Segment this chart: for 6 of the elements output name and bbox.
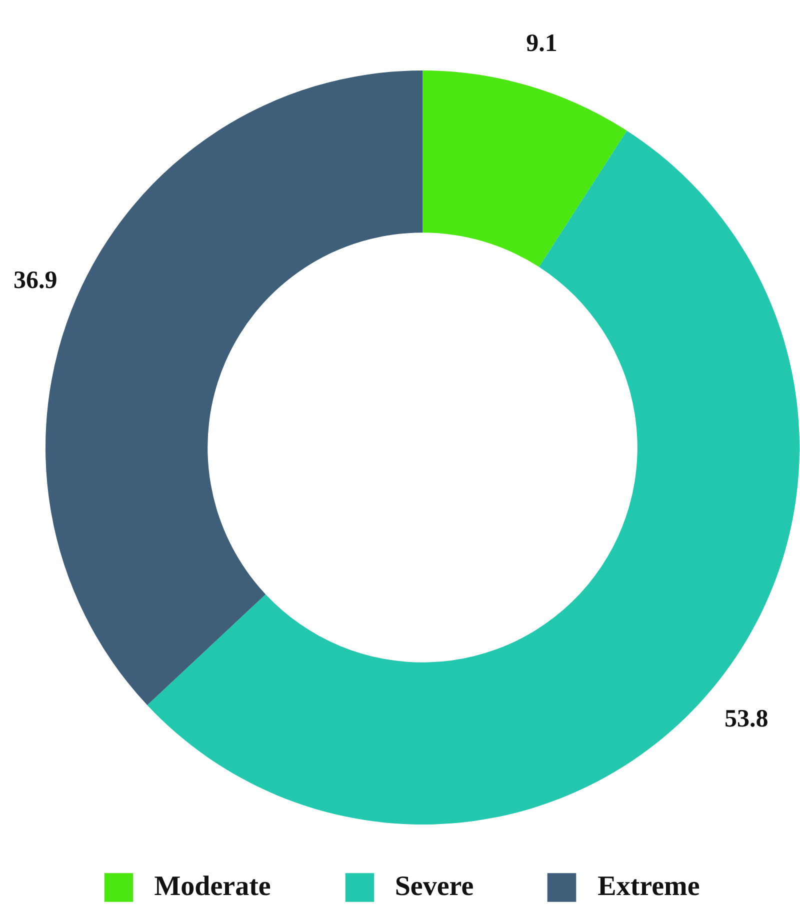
legend-label: Extreme: [598, 871, 700, 903]
data-label: 36.9: [13, 267, 58, 294]
legend-label: Severe: [394, 871, 474, 903]
data-label: 9.1: [526, 30, 558, 58]
data-label: 53.8: [724, 705, 768, 732]
legend-label: Moderate: [154, 871, 271, 903]
